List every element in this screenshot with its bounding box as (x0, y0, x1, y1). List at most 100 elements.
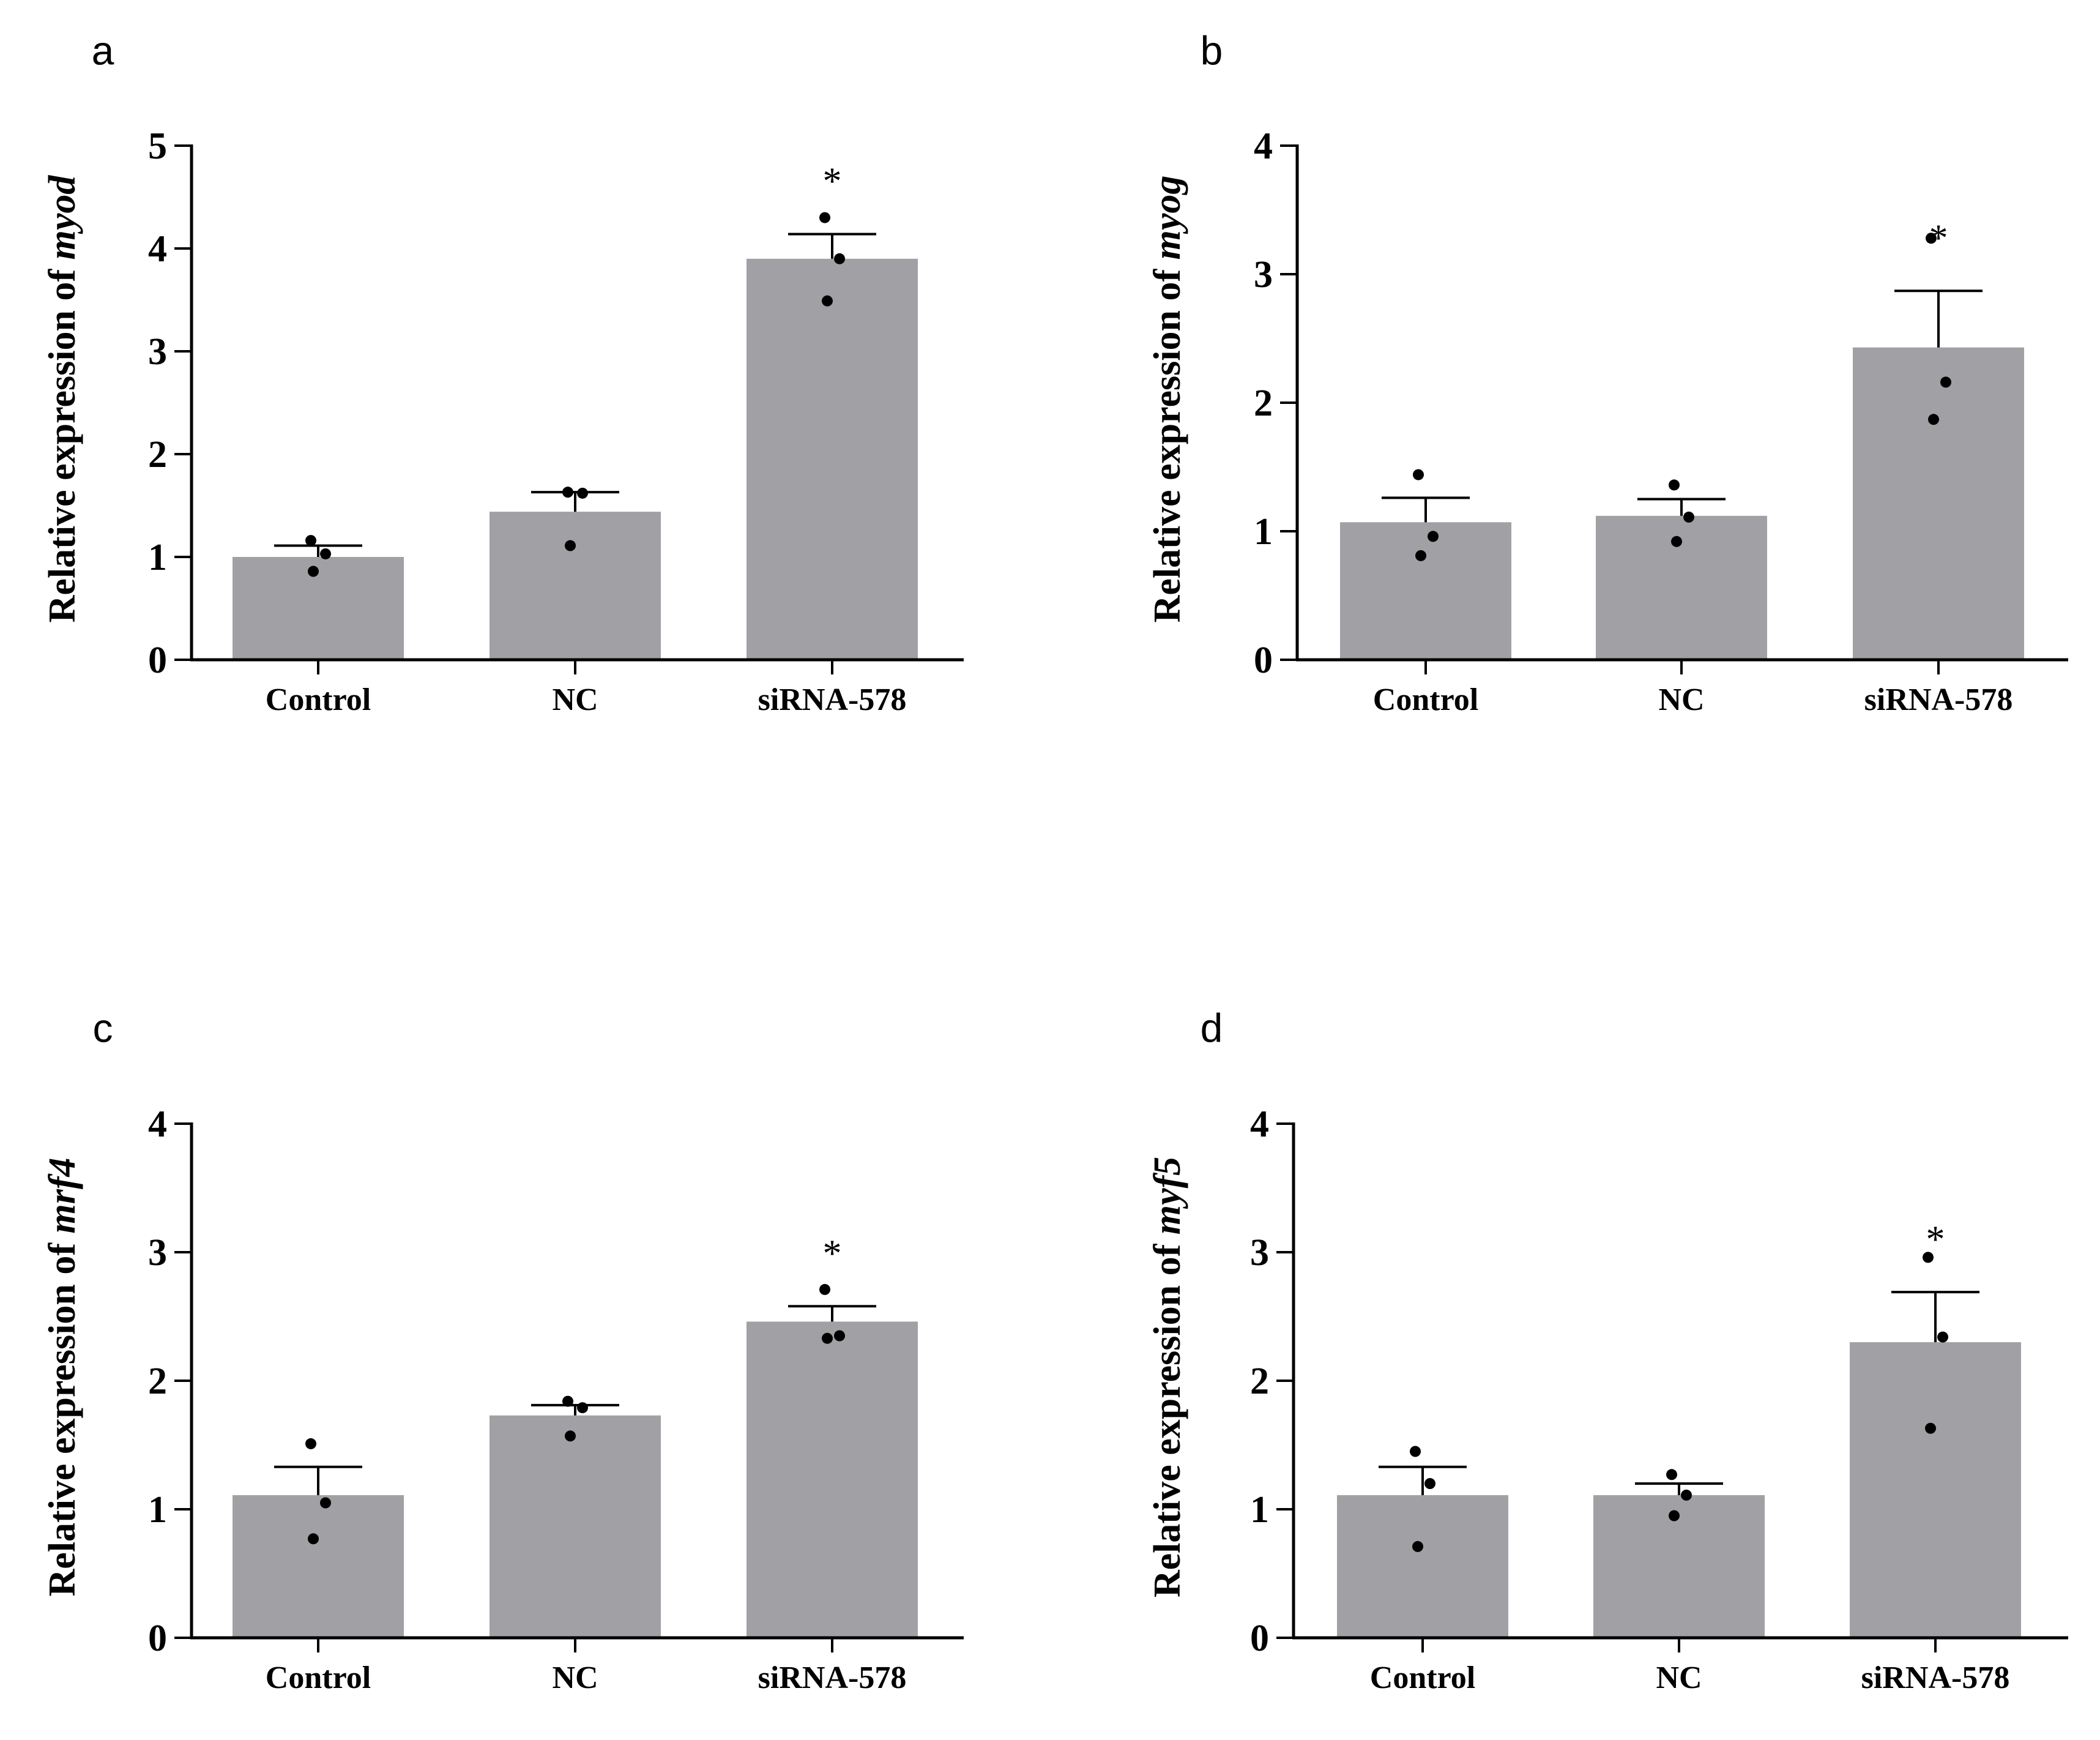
data-point (320, 548, 331, 559)
y-axis-title: Relative expression of myf5 (1147, 1157, 1188, 1597)
y-tick-label: 1 (148, 1489, 167, 1531)
data-point (1424, 1478, 1435, 1489)
x-tick-label: Control (1370, 1660, 1475, 1695)
data-point (1410, 1446, 1421, 1457)
data-point (819, 1283, 830, 1295)
y-tick-label: 2 (148, 1361, 167, 1402)
chart-panel-b: b Relative expression of myog Control NC * si… (1147, 28, 2068, 717)
data-point (834, 1330, 845, 1342)
chart-panel-a: a Relative expression of myod Control NC * si… (42, 28, 964, 717)
panel-label: c (93, 1005, 113, 1050)
y-tick-label: 4 (148, 228, 167, 270)
x-tick-label: Control (1373, 682, 1478, 717)
y-axis-title-gene: mrf4 (42, 1158, 83, 1234)
data-point (1923, 1252, 1934, 1263)
bar-nc (1593, 1495, 1765, 1638)
data-point (1681, 1489, 1692, 1501)
y-tick-label: 1 (1254, 511, 1273, 553)
bar-sirna-578 (1853, 347, 2024, 660)
x-tick-label: NC (1656, 1660, 1702, 1695)
data-point (308, 566, 319, 577)
data-point (320, 1497, 331, 1509)
bar-control (233, 1495, 404, 1638)
x-tick-label: NC (552, 682, 598, 717)
significance-marker: * (1926, 1219, 1945, 1260)
y-axis-title-gene: myod (42, 175, 83, 260)
bar-nc (490, 512, 661, 660)
y-tick-label: 4 (148, 1103, 167, 1145)
y-axis-title-prefix: Relative expression of (42, 260, 83, 622)
data-point (1669, 479, 1680, 491)
data-point (1926, 233, 1937, 244)
x-tick-label: NC (1658, 682, 1704, 717)
data-point (1928, 414, 1939, 425)
bar-sirna-578 (747, 1321, 918, 1638)
y-tick-label: 3 (148, 331, 167, 373)
y-tick-label: 1 (1250, 1489, 1269, 1531)
y-tick-label: 2 (148, 434, 167, 476)
data-point (1413, 469, 1424, 480)
significance-marker: * (1929, 218, 1948, 260)
data-point (1940, 376, 1951, 388)
x-tick-label: siRNA-578 (1864, 682, 2013, 717)
data-point (1937, 1331, 1948, 1343)
data-point (1683, 511, 1694, 523)
data-point (1925, 1422, 1936, 1434)
y-axis-title-prefix: Relative expression of (1147, 260, 1188, 622)
panel-label: d (1201, 1005, 1223, 1050)
y-tick-label: 1 (148, 537, 167, 578)
significance-marker: * (823, 161, 842, 203)
y-tick-label: 0 (1250, 1618, 1269, 1659)
bar-control (1340, 522, 1511, 660)
data-point (305, 535, 316, 547)
chart-panel-d: d Relative expression of myf5 Control NC * si… (1147, 1005, 2068, 1695)
y-axis-title-prefix: Relative expression of (42, 1234, 83, 1597)
bar-control (233, 557, 404, 660)
bar-nc (490, 1415, 661, 1638)
x-tick-label: siRNA-578 (1861, 1660, 2010, 1695)
data-point (834, 253, 845, 264)
data-point (822, 295, 833, 307)
y-axis-title-gene: myog (1147, 176, 1188, 260)
data-point (308, 1533, 319, 1545)
data-point (577, 1402, 588, 1414)
data-point (562, 487, 573, 498)
data-point (562, 1395, 573, 1407)
y-tick-label: 0 (148, 1618, 167, 1659)
data-point (565, 540, 576, 551)
y-axis-title-gene: myf5 (1147, 1157, 1188, 1234)
y-axis-title: Relative expression of myog (1147, 176, 1188, 623)
y-tick-label: 4 (1250, 1103, 1269, 1145)
y-tick-label: 4 (1254, 125, 1273, 167)
data-point (305, 1438, 316, 1449)
data-point (1671, 536, 1682, 547)
data-point (1428, 531, 1439, 542)
bar-sirna-578 (747, 258, 918, 660)
significance-marker: * (823, 1233, 842, 1274)
x-tick-label: siRNA-578 (758, 1660, 907, 1695)
x-tick-label: Control (266, 682, 371, 717)
y-tick-label: 0 (148, 640, 167, 681)
data-point (577, 487, 588, 499)
y-axis-title: Relative expression of mrf4 (42, 1158, 83, 1597)
data-point (1415, 550, 1426, 561)
panel-label: a (92, 28, 114, 73)
y-tick-label: 3 (1250, 1232, 1269, 1274)
y-tick-label: 3 (148, 1232, 167, 1274)
y-tick-label: 2 (1254, 383, 1273, 424)
x-tick-label: siRNA-578 (758, 682, 907, 717)
bar-control (1337, 1495, 1508, 1638)
x-tick-label: Control (266, 1660, 371, 1695)
bar-sirna-578 (1850, 1342, 2021, 1638)
y-axis-title-prefix: Relative expression of (1147, 1234, 1188, 1597)
y-axis-title: Relative expression of myod (42, 175, 83, 623)
data-point (1666, 1469, 1677, 1480)
y-tick-label: 3 (1254, 254, 1273, 296)
data-point (822, 1332, 833, 1344)
chart-panel-c: c Relative expression of mrf4 Control NC * si… (42, 1005, 964, 1695)
data-point (819, 212, 830, 223)
x-tick-label: NC (552, 1660, 598, 1695)
data-point (1669, 1510, 1680, 1522)
y-tick-label: 2 (1250, 1361, 1269, 1402)
